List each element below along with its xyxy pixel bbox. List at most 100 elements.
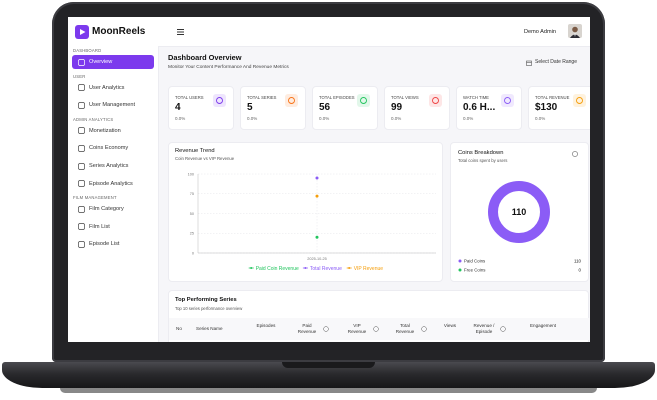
stat-card: TOTAL VIEWS 99 0.0% <box>384 86 450 130</box>
data-point <box>315 194 319 198</box>
info-icon[interactable] <box>323 326 329 332</box>
sidebar-item[interactable]: Series Analytics <box>72 159 154 173</box>
legend-label: VIP Revenue <box>354 266 384 272</box>
stat-icon-glyph <box>216 97 223 104</box>
stat-icon-glyph <box>288 97 295 104</box>
page-subtitle: Monitor Your Content Performance And Rev… <box>168 65 289 70</box>
page-title: Dashboard Overview <box>168 53 242 62</box>
stat-card: WATCH TIME 0.6 H... 0.0% <box>456 86 522 130</box>
date-range-button[interactable]: Select Date Range <box>526 58 588 67</box>
revenue-trend-chart: Revenue Trend Coin Revenue vs VIP Revenu… <box>175 148 436 272</box>
sidebar-item-label[interactable]: User Management <box>89 102 136 109</box>
stat-change: 0.0% <box>247 116 258 121</box>
sidebar-item-label[interactable]: Monetization <box>89 127 121 134</box>
sidebar-item-label[interactable]: Overview <box>89 59 113 65</box>
legend-label: Paid Coins <box>464 259 486 264</box>
icon-shape <box>78 145 85 152</box>
stat-label: TOTAL EPISODES <box>319 95 355 100</box>
glyph <box>288 97 295 104</box>
stat-change: 0.0% <box>535 116 546 121</box>
menu-button[interactable] <box>177 29 184 35</box>
glyph <box>216 97 223 104</box>
column-header[interactable]: No <box>176 326 182 331</box>
stat-card: TOTAL SERIES 5 0.0% <box>240 86 306 130</box>
stat-icon <box>213 94 226 107</box>
stat-card: TOTAL EPISODES 56 0.0% <box>312 86 378 130</box>
info-icon[interactable] <box>421 326 427 332</box>
icon-shape <box>78 241 85 248</box>
stat-value: $130 <box>535 102 558 113</box>
icon-shape <box>78 101 85 109</box>
date-range-label[interactable]: Select Date Range <box>535 59 577 65</box>
sidebar-item-label[interactable]: Episode Analytics <box>89 180 133 187</box>
y-tick-label: 0 <box>192 251 194 255</box>
stat-change: 0.0% <box>463 116 474 121</box>
info-circle <box>323 326 329 332</box>
column-header[interactable]: Total Revenue <box>395 323 415 334</box>
calendar-icon <box>526 60 532 66</box>
column-header[interactable]: Engagement <box>529 323 557 328</box>
column-header[interactable]: Series Name <box>196 326 223 331</box>
sidebar-item-label[interactable]: Series Analytics <box>89 163 129 169</box>
stat-icon <box>573 94 586 107</box>
stat-value: 4 <box>175 102 181 113</box>
table-title: Top Performing Series <box>175 297 237 303</box>
glyph <box>360 97 367 104</box>
sidebar-item-label[interactable]: Film Category <box>89 206 124 213</box>
sidebar-icon <box>78 223 85 231</box>
sidebar-item-label[interactable]: Film List <box>89 223 110 230</box>
column-header[interactable]: Revenue / Episode <box>473 323 495 334</box>
sidebar-item-label[interactable]: Episode List <box>89 241 120 248</box>
coins-breakdown-card: Coins Breakdown Total coins spent by use… <box>450 142 589 282</box>
sidebar-section-label: ADMIN ANALYTICS <box>73 116 114 122</box>
sidebar-icon <box>78 162 85 170</box>
legend-label: Paid Coin Revenue <box>256 266 299 272</box>
sidebar-item[interactable]: User Analytics <box>72 81 154 95</box>
sidebar: MoonReels DASHBOARD Overview USER User Anal… <box>68 17 159 342</box>
stat-label: TOTAL USERS <box>175 95 204 100</box>
x-tick-label: 2025-10-25 <box>307 257 326 261</box>
stat-icon-glyph <box>504 97 511 104</box>
glyph <box>504 97 511 104</box>
column-header[interactable]: Episodes <box>256 323 276 328</box>
sidebar-icon <box>78 180 85 187</box>
sidebar-item[interactable]: Episode Analytics <box>72 177 154 191</box>
stat-label: TOTAL VIEWS <box>391 95 419 100</box>
sidebar-item-label[interactable]: Coins Economy <box>89 145 129 152</box>
legend-dot <box>458 268 462 272</box>
sidebar-section-label: FILM MANAGEMENT <box>73 195 117 201</box>
sidebar-item-label[interactable]: User Analytics <box>89 84 125 91</box>
icon-shape <box>78 223 85 231</box>
stat-value: 5 <box>247 102 253 113</box>
sidebar-item[interactable]: Film List <box>72 220 154 234</box>
stat-card: TOTAL REVENUE $130 0.0% <box>528 86 590 130</box>
stat-label: WATCH TIME <box>463 95 489 100</box>
info-icon[interactable] <box>500 326 506 332</box>
icon-shape <box>78 127 85 135</box>
stat-icon <box>285 94 298 107</box>
y-tick-label: 50 <box>190 212 194 216</box>
glyph <box>576 97 583 104</box>
column-header[interactable]: Paid Revenue <box>297 323 317 334</box>
avatar[interactable] <box>568 24 582 38</box>
glyph <box>432 97 439 104</box>
sidebar-item[interactable]: Episode List <box>72 237 154 251</box>
stat-value: 56 <box>319 102 331 113</box>
column-header[interactable]: VIP Revenue <box>347 323 367 334</box>
sidebar-item[interactable]: Coins Economy <box>72 141 154 155</box>
top-bar[interactable]: Demo Admin <box>158 17 590 47</box>
sidebar-item[interactable]: Overview <box>72 55 154 69</box>
sidebar-item[interactable]: Film Category <box>72 202 154 216</box>
icon-shape <box>78 58 85 66</box>
info-circle <box>500 326 506 332</box>
sidebar-item[interactable]: Monetization <box>72 124 154 138</box>
legend-marker <box>250 267 253 269</box>
sidebar-icon <box>78 58 85 66</box>
info-icon[interactable] <box>572 151 578 157</box>
stat-icon <box>501 94 514 107</box>
sidebar-item[interactable]: User Management <box>72 98 154 112</box>
info-icon[interactable] <box>373 326 379 332</box>
column-header[interactable]: Views <box>443 323 457 328</box>
chart-title: Revenue Trend <box>175 148 215 154</box>
revenue-trend-card: Revenue Trend Coin Revenue vs VIP Revenu… <box>168 142 443 282</box>
